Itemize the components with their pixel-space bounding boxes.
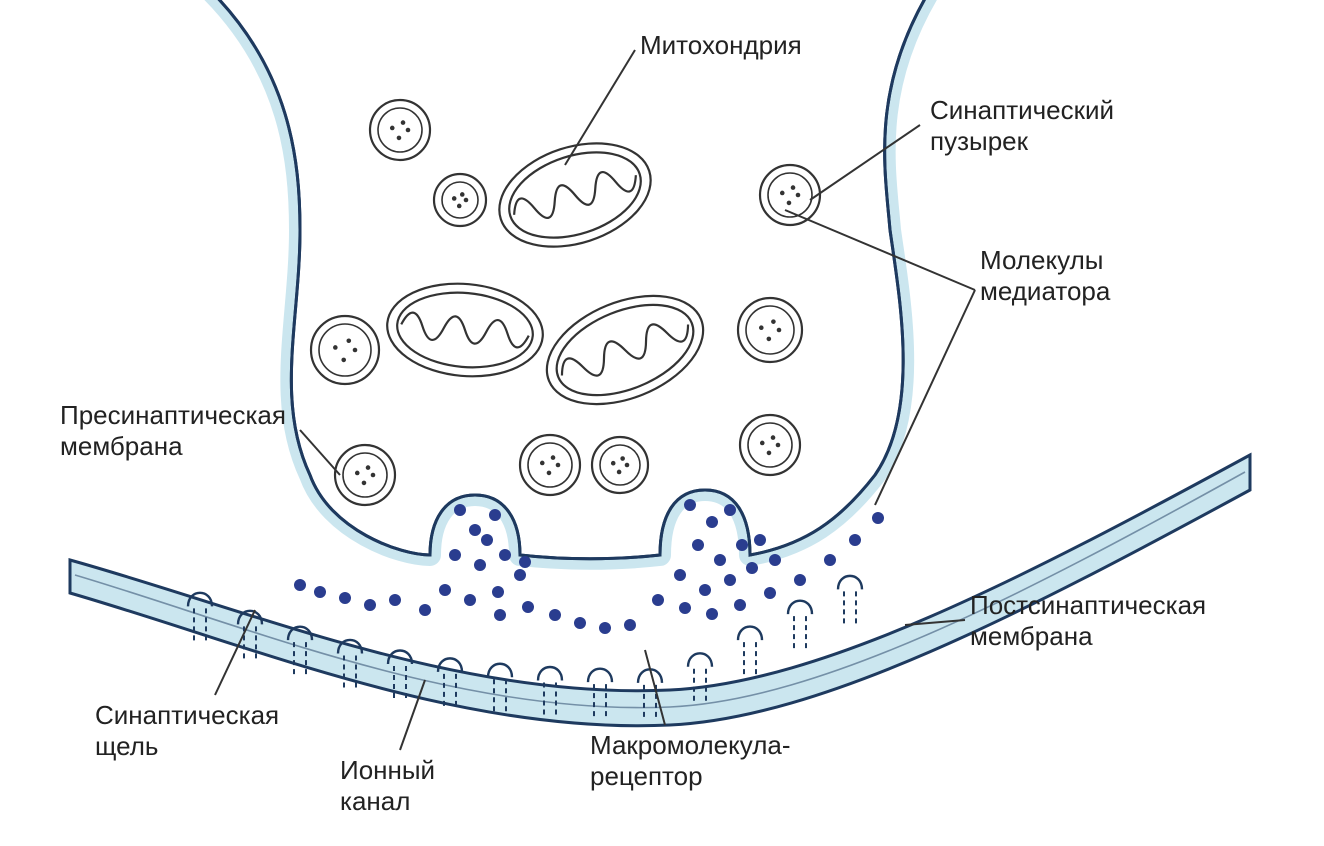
mediator-molecule (734, 599, 746, 611)
synaptic-vesicle (370, 100, 430, 160)
synaptic-vesicle (740, 415, 800, 475)
mediator-molecule (724, 574, 736, 586)
mediator-molecule (764, 587, 776, 599)
label-postsynaptic-membrane: Постсинаптическая мембрана (970, 590, 1206, 651)
mediator-molecule (679, 602, 691, 614)
synapse-diagram: Митохондрия Синаптический пузырек Молеку… (0, 0, 1324, 846)
ion-channel (838, 576, 862, 624)
synaptic-vesicle (592, 437, 648, 493)
synaptic-vesicle (520, 435, 580, 495)
synaptic-vesicle (335, 445, 395, 505)
mediator-molecule (492, 586, 504, 598)
mediator-molecule (746, 562, 758, 574)
mediator-molecule (652, 594, 664, 606)
mediator-molecule (674, 569, 686, 581)
label-mediator-molecules: Молекулы медиатора (980, 245, 1110, 306)
mediator-molecule (519, 556, 531, 568)
mediator-molecule (464, 594, 476, 606)
mediator-molecule (714, 554, 726, 566)
mediator-molecule (294, 579, 306, 591)
mediator-molecule (794, 574, 806, 586)
label-mitochondria: Митохондрия (640, 30, 802, 61)
mediator-molecule (699, 584, 711, 596)
mediator-molecule (339, 592, 351, 604)
mediator-molecule (494, 609, 506, 621)
mediator-molecule (736, 539, 748, 551)
synaptic-vesicle (434, 174, 486, 226)
mediator-molecule (724, 504, 736, 516)
label-ion-channel: Ионный канал (340, 755, 435, 816)
label-presynaptic-membrane: Пресинаптическая мембрана (60, 400, 286, 461)
mediator-molecule (454, 504, 466, 516)
mediator-molecule (499, 549, 511, 561)
mediator-molecule (574, 617, 586, 629)
mediator-molecule (364, 599, 376, 611)
mediator-molecule (684, 499, 696, 511)
mediator-molecule (474, 559, 486, 571)
mediator-molecule (824, 554, 836, 566)
synaptic-vesicle (760, 165, 820, 225)
mediator-molecule (389, 594, 401, 606)
mediator-molecule (549, 609, 561, 621)
mediator-molecule (849, 534, 861, 546)
mediator-molecule (599, 622, 611, 634)
mediator-molecule (481, 534, 493, 546)
label-synaptic-cleft: Синаптическая щель (95, 700, 279, 761)
mediator-molecule (419, 604, 431, 616)
mediator-molecule (439, 584, 451, 596)
mediator-molecule (706, 608, 718, 620)
mediator-molecule (469, 524, 481, 536)
mediator-molecule (514, 569, 526, 581)
receptor (738, 627, 762, 675)
label-synaptic-vesicle: Синаптический пузырек (930, 95, 1114, 156)
mediator-molecule (522, 601, 534, 613)
mediator-molecule (314, 586, 326, 598)
mediator-molecule (489, 509, 501, 521)
mediator-molecule (754, 534, 766, 546)
synaptic-vesicle (311, 316, 379, 384)
synaptic-vesicle (738, 298, 802, 362)
mediator-molecule (769, 554, 781, 566)
mediator-molecule (449, 549, 461, 561)
label-receptor-macromolecule: Макромолекула- рецептор (590, 730, 790, 791)
mediator-molecule (706, 516, 718, 528)
mediator-molecule (692, 539, 704, 551)
mediator-molecule (624, 619, 636, 631)
mediator-molecule (872, 512, 884, 524)
receptor (788, 601, 812, 649)
